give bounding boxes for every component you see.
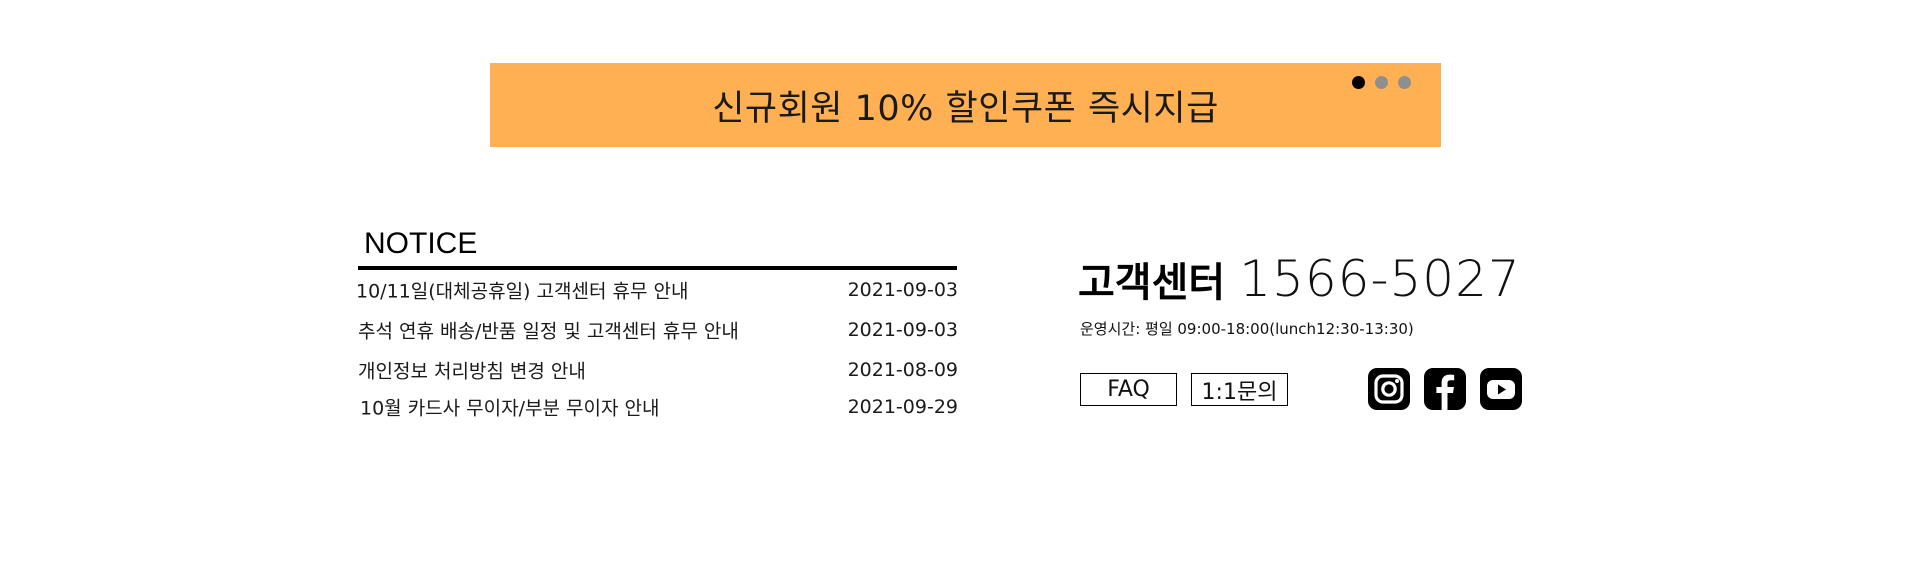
social-links <box>1368 368 1522 410</box>
inquiry-button[interactable]: 1:1문의 <box>1191 373 1288 406</box>
notice-item-date: 2021-09-29 <box>847 396 958 418</box>
notice-section: NOTICE 10/11일(대체공휴일) 고객센터 휴무 안내 2021-09-… <box>356 222 958 424</box>
notice-item-date: 2021-09-03 <box>847 279 958 301</box>
banner-pagination <box>1352 76 1411 89</box>
notice-item-title[interactable]: 10/11일(대체공휴일) 고객센터 휴무 안내 <box>356 280 689 303</box>
banner-dot-3[interactable] <box>1398 76 1411 89</box>
customer-center-actions: FAQ 1:1문의 <box>1078 368 1538 417</box>
facebook-link[interactable] <box>1424 368 1466 410</box>
notice-item[interactable]: 10/11일(대체공휴일) 고객센터 휴무 안내 2021-09-03 <box>356 270 958 310</box>
notice-item[interactable]: 10월 카드사 무이자/부분 무이자 안내 2021-09-29 <box>358 390 958 424</box>
notice-item-title[interactable]: 개인정보 처리방침 변경 안내 <box>358 360 586 383</box>
customer-center-label: 고객센터 <box>1078 260 1226 306</box>
promo-banner[interactable]: 신규회원 10% 할인쿠폰 즉시지급 <box>490 63 1441 147</box>
instagram-icon <box>1368 368 1410 410</box>
operating-hours: 운영시간: 평일 09:00-18:00(lunch12:30-13:30) <box>1080 320 1414 338</box>
banner-dot-2[interactable] <box>1375 76 1388 89</box>
customer-center-phone[interactable]: 1566-5027 <box>1239 250 1521 308</box>
notice-item[interactable]: 추석 연휴 배송/반품 일정 및 고객센터 휴무 안내 2021-09-03 <box>358 310 958 350</box>
youtube-link[interactable] <box>1480 368 1522 410</box>
customer-center: 고객센터 1566-5027 운영시간: 평일 09:00-18:00(lunc… <box>1078 250 1538 417</box>
customer-center-header: 고객센터 1566-5027 <box>1078 250 1538 314</box>
notice-item-date: 2021-09-03 <box>847 319 958 341</box>
notice-item-title[interactable]: 추석 연휴 배송/반품 일정 및 고객센터 휴무 안내 <box>358 320 739 343</box>
banner-dot-1[interactable] <box>1352 76 1365 89</box>
notice-item[interactable]: 개인정보 처리방침 변경 안내 2021-08-09 <box>358 350 958 390</box>
promo-banner-text: 신규회원 10% 할인쿠폰 즉시지급 <box>712 88 1219 129</box>
notice-title: NOTICE <box>364 227 478 260</box>
notice-list: 10/11일(대체공휴일) 고객센터 휴무 안내 2021-09-03 추석 연… <box>356 270 958 424</box>
notice-item-title[interactable]: 10월 카드사 무이자/부분 무이자 안내 <box>360 397 660 420</box>
notice-divider <box>358 266 957 270</box>
faq-button[interactable]: FAQ <box>1080 373 1177 406</box>
instagram-link[interactable] <box>1368 368 1410 410</box>
facebook-icon <box>1424 368 1466 410</box>
notice-item-date: 2021-08-09 <box>847 359 958 381</box>
youtube-icon <box>1480 368 1522 410</box>
